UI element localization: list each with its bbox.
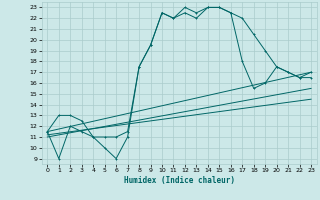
X-axis label: Humidex (Indice chaleur): Humidex (Indice chaleur) [124, 176, 235, 185]
